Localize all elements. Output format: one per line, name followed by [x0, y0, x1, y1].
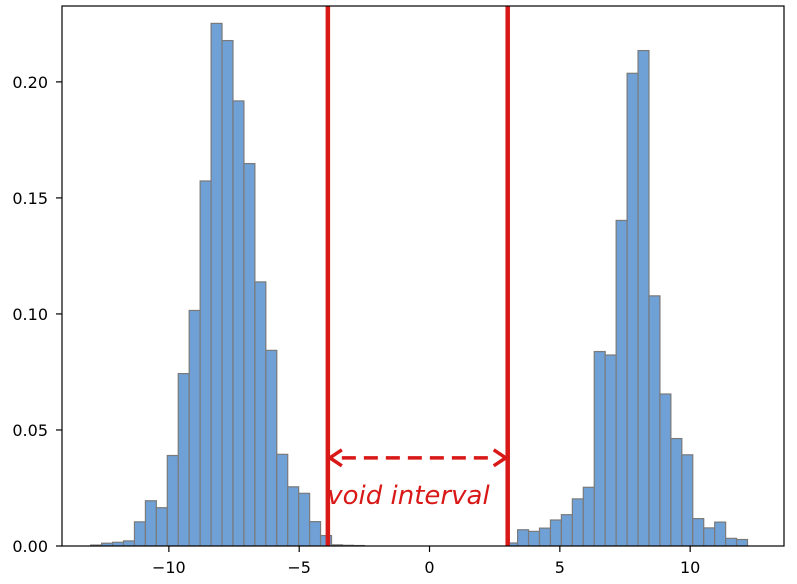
histogram-bar [243, 162, 256, 546]
histogram-bar [517, 529, 530, 546]
histogram-bar [177, 372, 190, 546]
histogram-bar [276, 453, 289, 546]
y-tick-label: 0.05 [12, 421, 48, 440]
histogram-bar [298, 492, 311, 546]
histogram-bar [670, 437, 683, 546]
histogram-bar [133, 521, 147, 546]
x-tick-label: −10 [152, 558, 186, 577]
histogram-bar [593, 350, 606, 546]
x-tick-label: 5 [555, 558, 565, 577]
histogram-bar [265, 349, 278, 546]
histogram-bar [703, 527, 716, 546]
histogram-bar [232, 100, 245, 546]
axes: −10 −5 0 5 10 0.00 0.05 0.10 0.15 0.20 [12, 73, 700, 577]
histogram-bar [254, 281, 267, 546]
histogram-bar [582, 486, 595, 546]
histogram-bars [90, 22, 749, 546]
y-tick-label: 0.00 [12, 537, 48, 556]
histogram-bar [199, 180, 212, 546]
histogram-bar [560, 514, 573, 546]
histogram-bar [735, 538, 749, 546]
histogram-bar [692, 518, 705, 546]
histogram-bar [714, 521, 727, 546]
y-tick-label: 0.20 [12, 73, 48, 92]
histogram-bar [549, 519, 563, 546]
x-tick-label: 0 [424, 558, 434, 577]
histogram-bar [309, 521, 322, 546]
y-tick-label: 0.15 [12, 189, 48, 208]
histogram-bar [188, 309, 201, 546]
void-interval-label: void interval [327, 481, 490, 511]
histogram-bar [648, 295, 661, 546]
histogram-bar [659, 393, 672, 546]
histogram-bar [615, 219, 628, 546]
histogram-bar [725, 537, 738, 546]
histogram-bar [122, 540, 136, 546]
x-tick-label: 10 [680, 558, 700, 577]
histogram-bar [571, 498, 584, 546]
histogram-bar [538, 527, 552, 546]
plot-frame [61, 5, 785, 547]
histogram-bar [287, 486, 300, 546]
histogram-bar [166, 454, 179, 546]
y-tick-label: 0.10 [12, 305, 48, 324]
histogram-bar [221, 39, 234, 546]
histogram-bar [144, 500, 157, 546]
interval-arrow-left-head [326, 448, 343, 468]
histogram-bar [155, 507, 168, 546]
histogram-bar [210, 22, 223, 546]
histogram-bar [637, 49, 650, 546]
histogram-bar [626, 72, 639, 546]
histogram-bar [681, 454, 694, 546]
histogram-bar [527, 530, 541, 546]
histogram-bar [604, 354, 617, 546]
x-tick-label: −5 [287, 558, 311, 577]
interval-arrow-right-head [492, 448, 509, 468]
void-interval-annotation: void interval [325, 6, 510, 546]
